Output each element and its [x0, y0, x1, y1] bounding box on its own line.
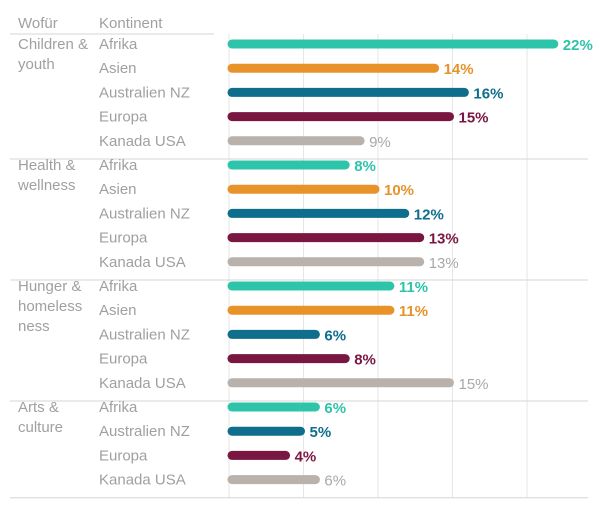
header-group: Wofür: [18, 15, 58, 32]
continent-label: Afrika: [99, 36, 138, 53]
value-label: 8%: [354, 158, 376, 175]
continent-label: Australien NZ: [99, 326, 190, 343]
group-label: Children &: [18, 36, 88, 53]
continent-label: Asien: [99, 181, 137, 198]
value-label: 8%: [354, 352, 376, 369]
continent-label: Europa: [99, 447, 148, 464]
group-label: youth: [18, 56, 55, 73]
group-health-wellness: Health & wellness Afrika 8% Asien 10% Australi…: [10, 157, 588, 281]
group-label: Hunger &: [18, 278, 81, 295]
group-label: Arts &: [18, 399, 59, 416]
value-label: 6%: [324, 473, 346, 490]
value-label: 13%: [429, 255, 459, 272]
continent-label: Kanada USA: [99, 472, 186, 489]
value-label: 15%: [459, 376, 489, 393]
group-label: culture: [18, 419, 63, 436]
group-label: homeless: [18, 298, 82, 315]
value-label: 9%: [369, 134, 391, 151]
value-label: 12%: [414, 206, 444, 223]
continent-label: Kanada USA: [99, 375, 186, 392]
continent-label: Kanada USA: [99, 254, 186, 271]
value-label: 15%: [459, 110, 489, 127]
continent-label: Asien: [99, 60, 137, 77]
continent-label: Australien NZ: [99, 84, 190, 101]
continent-label: Asien: [99, 302, 137, 319]
value-label: 5%: [310, 424, 332, 441]
value-label: 6%: [324, 327, 346, 344]
continent-label: Afrika: [99, 157, 138, 174]
value-label: 6%: [324, 400, 346, 417]
group-hunger-homeless-ness: Hunger & homeless ness Afrika 11% Asien 11% Aus…: [10, 278, 588, 402]
value-label: 14%: [444, 61, 474, 78]
value-label: 11%: [399, 303, 428, 320]
header-continent: Kontinent: [99, 15, 163, 32]
value-label: 10%: [384, 182, 414, 199]
continent-label: Europa: [99, 109, 148, 126]
continent-label: Kanada USA: [99, 133, 186, 150]
chart-rows: Children & youth Afrika 22% Asien 14% Australi…: [10, 36, 593, 499]
continent-label: Afrika: [99, 278, 138, 295]
value-label: 11%: [399, 279, 428, 296]
continent-label: Australien NZ: [99, 205, 190, 222]
continent-label: Australien NZ: [99, 423, 190, 440]
group-label: Health &: [18, 157, 76, 174]
group-arts-culture: Arts & culture Afrika 6% Australien NZ 5% Euro…: [10, 399, 588, 499]
group-label: wellness: [17, 177, 76, 194]
value-label: 4%: [295, 448, 317, 465]
group-children-youth: Children & youth Afrika 22% Asien 14% Australi…: [10, 36, 593, 160]
continent-label: Afrika: [99, 399, 138, 416]
continent-label: Europa: [99, 230, 148, 247]
continent-label: Europa: [99, 351, 148, 368]
group-label: ness: [18, 318, 50, 335]
value-label: 22%: [563, 37, 593, 54]
value-label: 16%: [473, 85, 503, 102]
value-label: 13%: [429, 231, 459, 248]
